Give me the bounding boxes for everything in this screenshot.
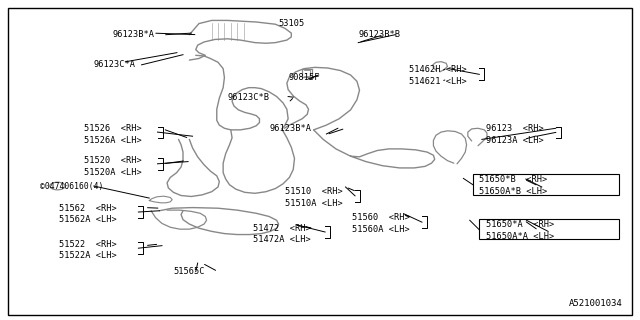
Text: 514621 <LH>: 514621 <LH> bbox=[409, 77, 467, 86]
Text: 51520  <RH>: 51520 <RH> bbox=[84, 156, 142, 164]
Text: 51560  <RH>: 51560 <RH> bbox=[352, 213, 410, 222]
Text: 51462H <RH>: 51462H <RH> bbox=[409, 65, 467, 74]
Text: 90815F: 90815F bbox=[288, 73, 319, 82]
Text: 51650A*B <LH>: 51650A*B <LH> bbox=[479, 187, 548, 196]
Text: 51562  <RH>: 51562 <RH> bbox=[59, 204, 116, 213]
Text: 96123B*B: 96123B*B bbox=[358, 30, 400, 39]
Text: 51562A <LH>: 51562A <LH> bbox=[59, 215, 116, 224]
Text: 53105: 53105 bbox=[278, 19, 305, 28]
Text: 51472  <RH>: 51472 <RH> bbox=[253, 224, 311, 233]
Text: 51526  <RH>: 51526 <RH> bbox=[84, 124, 142, 133]
Text: ©047406160(4): ©047406160(4) bbox=[40, 181, 103, 190]
Text: 51522  <RH>: 51522 <RH> bbox=[59, 240, 116, 249]
Text: 51472A <LH>: 51472A <LH> bbox=[253, 236, 311, 244]
Text: 96123C*B: 96123C*B bbox=[228, 93, 269, 102]
Text: 51510A <LH>: 51510A <LH> bbox=[285, 199, 342, 208]
Text: 96123  <RH>: 96123 <RH> bbox=[486, 124, 543, 133]
Text: 96123B*A: 96123B*A bbox=[113, 30, 155, 39]
Text: 51522A <LH>: 51522A <LH> bbox=[59, 251, 116, 260]
Text: 51526A <LH>: 51526A <LH> bbox=[84, 136, 142, 145]
Text: 51565C: 51565C bbox=[173, 267, 205, 276]
Text: A521001034: A521001034 bbox=[569, 299, 623, 308]
Text: 51560A <LH>: 51560A <LH> bbox=[352, 225, 410, 234]
Text: 51510  <RH>: 51510 <RH> bbox=[285, 187, 342, 196]
Text: 51650*B  <RH>: 51650*B <RH> bbox=[479, 175, 548, 184]
Text: 51650A*A <LH>: 51650A*A <LH> bbox=[486, 232, 554, 241]
Text: 51650*A  <RH>: 51650*A <RH> bbox=[486, 220, 554, 228]
Text: 96123C*A: 96123C*A bbox=[94, 60, 136, 69]
Text: 96123A <LH>: 96123A <LH> bbox=[486, 136, 543, 145]
Text: 96123B*A: 96123B*A bbox=[269, 124, 311, 133]
Text: 51520A <LH>: 51520A <LH> bbox=[84, 168, 142, 177]
